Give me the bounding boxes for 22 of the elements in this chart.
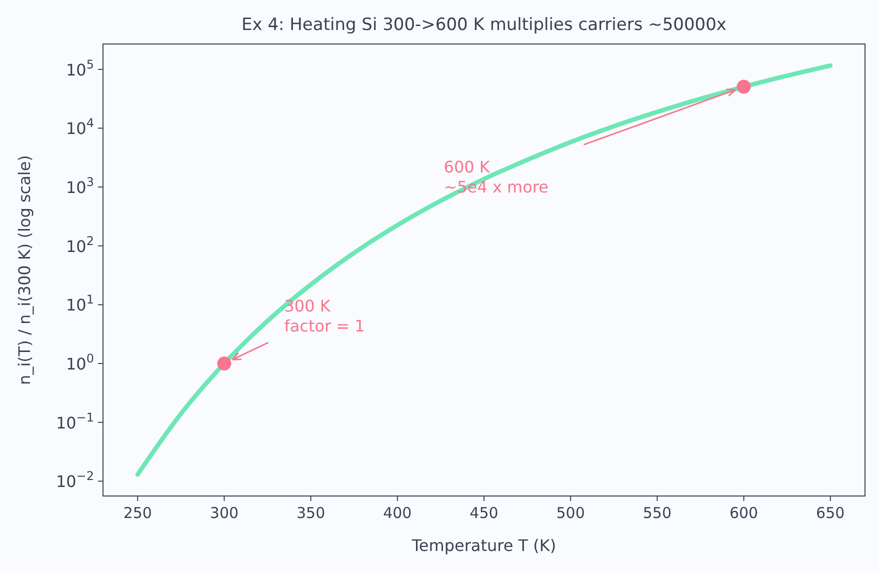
- y-axis-title: n_i(T) / n_i(300 K) (log scale): [15, 155, 34, 385]
- y-tick-label: 10$^{−2}$: [56, 469, 94, 492]
- x-tick-label: 300: [210, 504, 239, 522]
- x-tick-label: 500: [556, 504, 585, 522]
- x-tick-label: 550: [642, 504, 672, 522]
- y-tick-label: 10$^{2}$: [66, 234, 94, 256]
- x-tick-label: 250: [123, 504, 152, 522]
- x-tick-label: 400: [383, 504, 412, 522]
- chart-title: Ex 4: Heating Si 300->600 K multiplies carriers ~50000x: [242, 15, 726, 35]
- y-tick-label: 10$^{0}$: [66, 352, 94, 374]
- x-tick-label: 600: [729, 504, 758, 522]
- y-tick-label: 10$^{−1}$: [56, 410, 94, 432]
- y-tick-label: 10$^{1}$: [66, 292, 94, 315]
- y-tick-label: 10$^{5}$: [66, 57, 94, 80]
- x-axis-title: Temperature T (K): [410, 536, 556, 555]
- x-tick-label: 450: [470, 504, 498, 522]
- y-tick-label: 10$^{3}$: [66, 175, 94, 198]
- line-series: [135, 63, 833, 477]
- x-tick-label: 350: [296, 504, 326, 522]
- y-tick-label: 10$^{4}$: [66, 116, 94, 138]
- x-tick-label: 650: [816, 504, 845, 522]
- annotation: 300 K factor = 1: [284, 296, 365, 336]
